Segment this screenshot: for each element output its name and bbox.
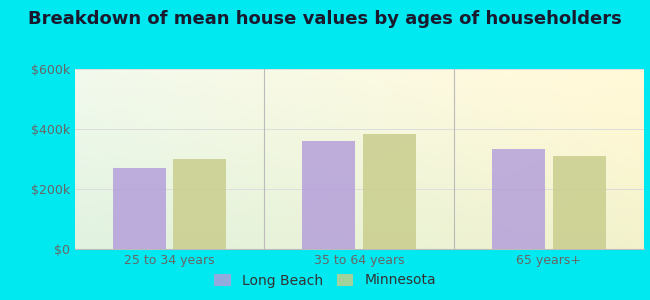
Bar (552, 156, 606, 249)
Text: Breakdown of mean house values by ages of householders: Breakdown of mean house values by ages o… (28, 11, 622, 28)
Bar (492, 148, 545, 249)
Bar (302, 141, 356, 249)
Bar (363, 134, 416, 249)
Bar (112, 168, 166, 249)
Bar (174, 159, 226, 249)
Legend: Long Beach, Minnesota: Long Beach, Minnesota (209, 268, 441, 293)
